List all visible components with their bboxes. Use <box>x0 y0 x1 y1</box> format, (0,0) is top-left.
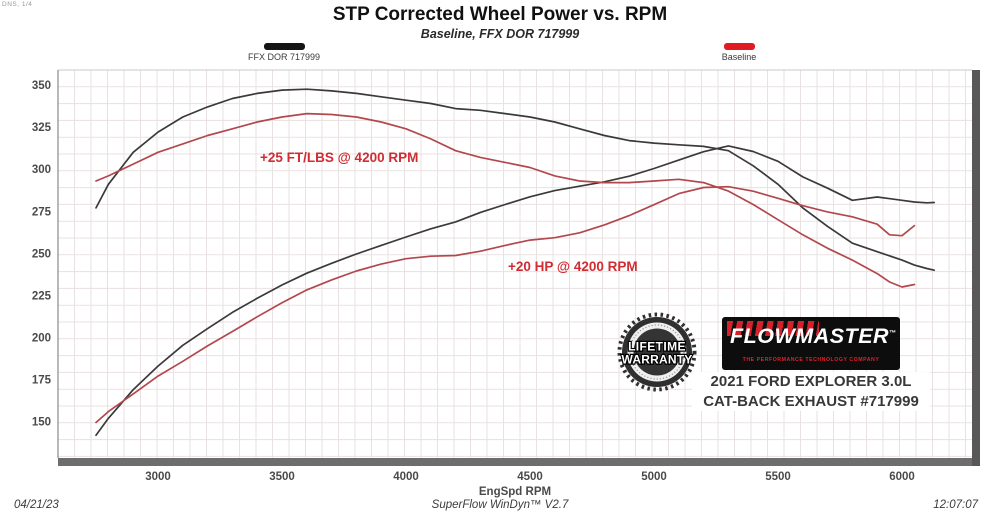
logo-text: FLOWMASTER <box>730 324 890 348</box>
warranty-seal-icon: LIFETIME WARRANTY <box>617 312 697 392</box>
x-axis-bar <box>58 458 980 466</box>
x-tick-label: 3000 <box>145 471 171 483</box>
x-tick-label: 5000 <box>641 471 667 483</box>
torque-gain-annotation: +25 FT/LBS @ 4200 RPM <box>260 150 419 165</box>
legend-label-ffx: FFX DOR 717999 <box>247 52 321 62</box>
vehicle-line1: 2021 FORD EXPLORER 3.0L <box>710 373 912 390</box>
x-tick-label: 6000 <box>889 471 915 483</box>
footer-time: 12:07:07 <box>933 499 978 511</box>
y-tick-label: 150 <box>32 417 51 429</box>
badge-line2: WARRANTY <box>622 353 693 367</box>
legend-item-baseline: Baseline <box>684 43 794 62</box>
badge-line1: LIFETIME <box>628 340 686 354</box>
legend-label-baseline: Baseline <box>721 52 757 62</box>
y-tick-label: 275 <box>32 206 52 218</box>
x-tick-label: 4500 <box>517 471 543 483</box>
logo-tagline: THE PERFORMANCE TECHNOLOGY COMPANY <box>742 357 880 363</box>
x-tick-label: 3500 <box>269 471 295 483</box>
y-tick-label: 175 <box>32 375 52 387</box>
curve-0 <box>95 88 936 272</box>
x-axis-label: EngSpd RPM <box>479 486 551 498</box>
footer-date: 04/21/23 <box>14 499 59 511</box>
chart-subtitle: Baseline, FFX DOR 717999 <box>420 27 580 41</box>
y-tick-label: 200 <box>32 333 51 345</box>
power-gain-annotation: +20 HP @ 4200 RPM <box>508 259 638 274</box>
x-tick-label: 5500 <box>765 471 791 483</box>
legend-swatch-baseline <box>723 43 755 50</box>
vehicle-info: 2021 FORD EXPLORER 3.0L CAT-BACK EXHAUST… <box>692 372 930 411</box>
y-tick-label: 325 <box>32 122 52 134</box>
y-tick-label: 350 <box>32 80 51 92</box>
y-tick-label: 250 <box>32 248 51 260</box>
flowmaster-logo: FLOWMASTER™ THE PERFORMANCE TECHNOLOGY C… <box>722 317 900 370</box>
curve-1 <box>95 145 936 437</box>
vehicle-line2: CAT-BACK EXHAUST #717999 <box>703 392 919 410</box>
curve-3 <box>95 185 916 424</box>
y-tick-label: 225 <box>32 290 52 302</box>
logo-trademark: ™ <box>889 329 897 337</box>
legend-item-ffx: FFX DOR 717999 <box>229 43 339 62</box>
right-axis-bar <box>972 70 980 466</box>
corner-note: DNS, 1/4 <box>2 1 33 8</box>
y-tick-label: 300 <box>32 164 51 176</box>
footer-software: SuperFlow WinDyn™ V2.7 <box>431 499 569 511</box>
chart-title: STP Corrected Wheel Power vs. RPM <box>332 4 668 25</box>
legend-swatch-ffx <box>263 43 305 50</box>
lifetime-warranty-badge: LIFETIME WARRANTY <box>613 312 701 392</box>
logo-wordmark: FLOWMASTER™ <box>730 324 897 349</box>
x-tick-label: 4000 <box>393 471 419 483</box>
logo-stripes-icon <box>727 321 819 336</box>
curve-2 <box>95 112 916 288</box>
